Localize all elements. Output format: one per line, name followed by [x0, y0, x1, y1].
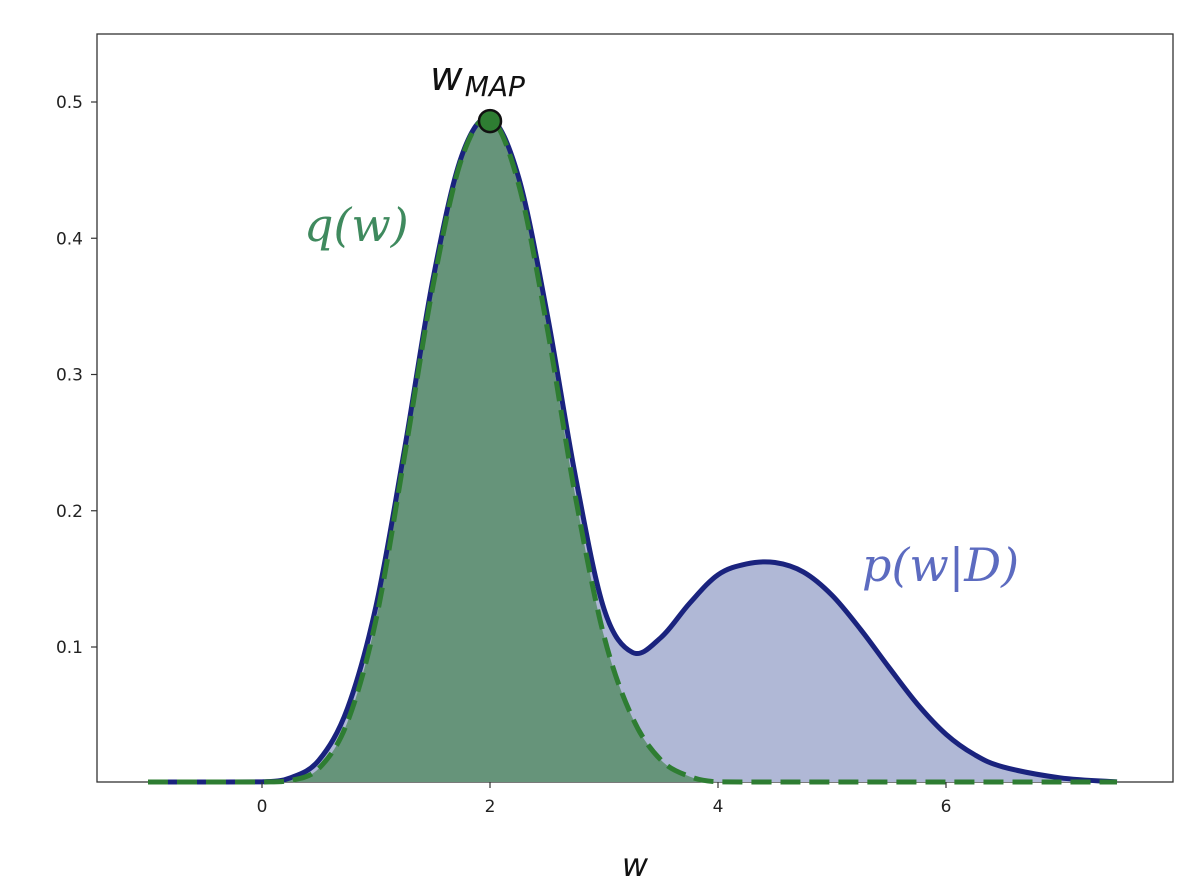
map-point [477, 108, 503, 134]
y-tick-label: 0.2 [56, 502, 83, 522]
w-map-subscript: MAP [465, 70, 525, 103]
area-fills [148, 117, 1117, 783]
x-tick-label: 2 [485, 797, 496, 817]
x-tick-label: 6 [941, 797, 952, 817]
y-tick-label: 0.1 [56, 638, 83, 658]
x-tick-label: 0 [257, 797, 268, 817]
map-marker-group [477, 108, 503, 134]
approx-curve-line [148, 115, 1117, 785]
w-map-base: w [430, 54, 463, 100]
posterior-curve-line [148, 115, 1118, 785]
q-w-label: q(w) [304, 198, 409, 252]
w-map-label: wMAP [430, 54, 525, 103]
curve-lines [148, 115, 1118, 785]
y-axis-ticks: 0.1 0.2 0.3 0.4 0.5 [56, 93, 97, 658]
approx-area-fill [148, 117, 1117, 783]
posterior-area-fill [148, 117, 1117, 783]
x-axis-ticks: 0 2 4 6 [257, 782, 952, 817]
x-axis-label: w [622, 846, 649, 884]
y-tick-label: 0.3 [56, 366, 83, 386]
y-tick-label: 0.5 [56, 93, 83, 113]
y-tick-label: 0.4 [56, 229, 83, 249]
p-w-given-d-label: p(w|D) [862, 538, 1019, 592]
x-tick-label: 4 [713, 797, 724, 817]
